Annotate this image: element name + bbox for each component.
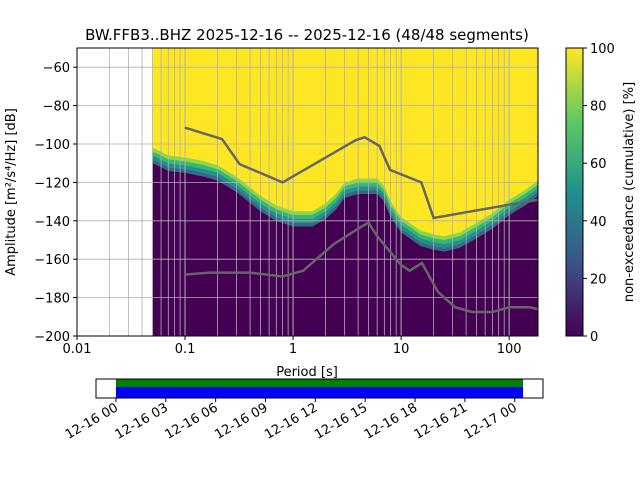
colorbar-ticks: 0 20 40 60 80 100 <box>583 42 615 345</box>
timeline-tick-label: 12-16 00 <box>63 400 121 442</box>
timeline-tick-label: 12-16 12 <box>262 400 320 442</box>
x-tick-label: 10 <box>393 342 410 357</box>
y-axis-label: Amplitude [m²/s⁴/Hz] [dB] <box>4 108 19 276</box>
chart-title: BW.FFB3..BHZ 2025-12-16 -- 2025-12-16 (4… <box>85 26 529 44</box>
y-tick-label: −180 <box>34 292 70 307</box>
y-tick-label: −60 <box>43 61 70 76</box>
x-tick-label: 0.01 <box>63 342 92 357</box>
x-tick-label: 0.1 <box>175 342 196 357</box>
x-axis-label: Period [s] <box>276 365 338 380</box>
timeline-tick-label: 12-16 18 <box>362 400 420 442</box>
noise-model-nlnm <box>184 221 538 314</box>
colorbar-tick-label: 80 <box>590 100 607 115</box>
y-tick-label: −140 <box>34 215 70 230</box>
timeline-tick-label: 12-17 00 <box>462 400 520 442</box>
colorbar-tick-label: 20 <box>590 272 607 287</box>
timeline-green-bar <box>115 379 524 387</box>
density-band-0 <box>152 163 538 336</box>
colorbar-label: non-exceedance (cumulative) [%] <box>622 82 637 302</box>
y-tick-label: −200 <box>34 330 70 345</box>
y-tick-label: −100 <box>34 138 70 153</box>
timeline-tick-label: 12-16 21 <box>412 400 470 442</box>
timeline-blue-bar <box>115 387 524 398</box>
colorbar <box>565 47 584 337</box>
colorbar-tick-label: 100 <box>590 42 615 57</box>
colorbar-tick-label: 40 <box>590 215 607 230</box>
timeline-tick-label: 12-16 15 <box>312 400 370 442</box>
timeline-tick-label: 12-16 06 <box>163 400 221 442</box>
colorbar-tick-label: 0 <box>590 330 598 345</box>
axes: 0.01 0.1 1 10 100 −60 −80 −100 −120 −140 −160 −180 −… <box>34 61 521 357</box>
x-tick-label: 100 <box>497 342 522 357</box>
timeline-tick-label: 12-16 03 <box>113 400 171 442</box>
plot-frame <box>76 47 539 337</box>
timeline-tick-label: 12-16 09 <box>212 400 270 442</box>
x-tick-label: 1 <box>289 342 297 357</box>
colorbar-tick-label: 60 <box>590 157 607 172</box>
y-tick-label: −120 <box>34 176 70 191</box>
y-tick-label: −160 <box>34 253 70 268</box>
plot-area <box>77 48 538 336</box>
y-tick-label: −80 <box>43 100 70 115</box>
timeline-frame <box>95 378 544 399</box>
noise-model-nhnm <box>184 126 538 220</box>
